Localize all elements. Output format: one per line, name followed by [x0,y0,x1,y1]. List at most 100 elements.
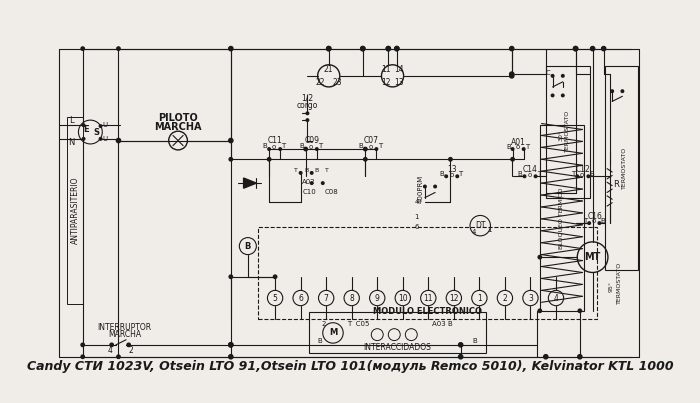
Text: 400PRM: 400PRM [418,175,424,203]
Circle shape [327,46,331,51]
Text: 13: 13 [395,78,404,87]
Text: 2: 2 [503,293,507,303]
Bar [540,125,584,311]
Circle shape [229,158,232,161]
Circle shape [510,74,514,78]
Text: 14: 14 [395,64,404,73]
Text: T: T [583,218,587,224]
Circle shape [99,137,102,140]
Circle shape [445,175,447,178]
Bar [309,312,486,353]
Text: 2: 2 [321,322,326,327]
Circle shape [268,148,270,150]
Circle shape [81,355,85,358]
Text: 21: 21 [324,64,333,73]
Text: C16: C16 [588,212,603,221]
Text: B: B [262,143,267,149]
Text: INTERACCIDADOS: INTERACCIDADOS [364,343,432,352]
Circle shape [310,182,313,185]
Circle shape [304,147,307,151]
Circle shape [561,94,564,97]
Circle shape [99,125,102,127]
Text: 9: 9 [374,293,379,303]
Circle shape [229,343,233,347]
Circle shape [576,175,579,178]
Text: MT: MT [584,252,601,262]
Text: 5: 5 [273,293,277,303]
Bar [67,117,83,304]
Circle shape [229,355,233,359]
Text: L: L [69,116,74,125]
Text: o: o [592,218,596,224]
Circle shape [83,124,85,127]
Text: U: U [102,136,107,142]
Text: B: B [506,143,511,150]
Circle shape [601,46,606,51]
Text: 4: 4 [554,293,559,303]
Circle shape [375,148,378,150]
Circle shape [510,72,514,76]
Circle shape [116,138,120,143]
Text: 1: 1 [414,214,419,220]
Text: B: B [358,143,363,149]
Text: C: C [546,70,551,76]
Text: B: B [473,339,477,345]
Text: 4: 4 [472,229,477,235]
Circle shape [511,158,514,161]
Text: 12: 12 [449,293,459,303]
Text: BLOQUEO TERMICO: BLOQUEO TERMICO [559,187,564,249]
Circle shape [363,158,367,161]
Text: T: T [378,143,382,149]
Circle shape [229,275,232,278]
Circle shape [561,75,564,77]
Circle shape [274,275,276,278]
Circle shape [363,147,367,151]
Circle shape [511,148,514,150]
Circle shape [321,182,324,185]
Circle shape [395,46,399,51]
Text: C09: C09 [304,136,319,145]
Circle shape [316,148,318,150]
Circle shape [522,148,525,150]
Text: MARCHA: MARCHA [154,122,202,132]
Circle shape [449,158,452,161]
Circle shape [83,137,85,140]
Text: TERMOSTATO: TERMOSTATO [566,110,570,152]
Circle shape [573,46,578,51]
Circle shape [127,343,130,347]
Text: PILOTO: PILOTO [158,113,198,123]
Text: o: o [449,172,454,178]
Text: 6: 6 [298,293,303,303]
Circle shape [306,112,309,114]
Text: 23: 23 [332,78,342,87]
Text: 12: 12 [381,78,391,87]
Text: B: B [315,168,319,173]
Text: o: o [528,172,532,178]
Text: T: T [458,171,463,177]
Text: U: U [102,122,107,128]
Circle shape [110,343,113,347]
Text: 6: 6 [414,224,419,231]
Circle shape [458,343,463,347]
Text: T: T [295,168,298,173]
Circle shape [267,158,271,161]
Circle shape [534,175,537,178]
Circle shape [327,46,331,51]
Circle shape [456,175,458,178]
Text: 1: 1 [477,293,482,303]
Text: MARCHA: MARCHA [108,330,141,339]
Text: C11: C11 [267,136,283,145]
Circle shape [424,185,426,188]
Text: 7: 7 [323,293,328,303]
Circle shape [587,175,589,178]
Text: B: B [299,143,304,149]
Circle shape [81,47,85,50]
Text: 8: 8 [349,293,354,303]
Text: M: M [329,328,337,337]
Text: 11: 11 [424,293,433,303]
Text: S: S [93,127,99,137]
Circle shape [360,46,365,51]
Text: 13: 13 [447,165,457,174]
Text: MODULO ELECTRONICO: MODULO ELECTRONICO [373,307,482,316]
Text: 1/2: 1/2 [302,93,314,102]
